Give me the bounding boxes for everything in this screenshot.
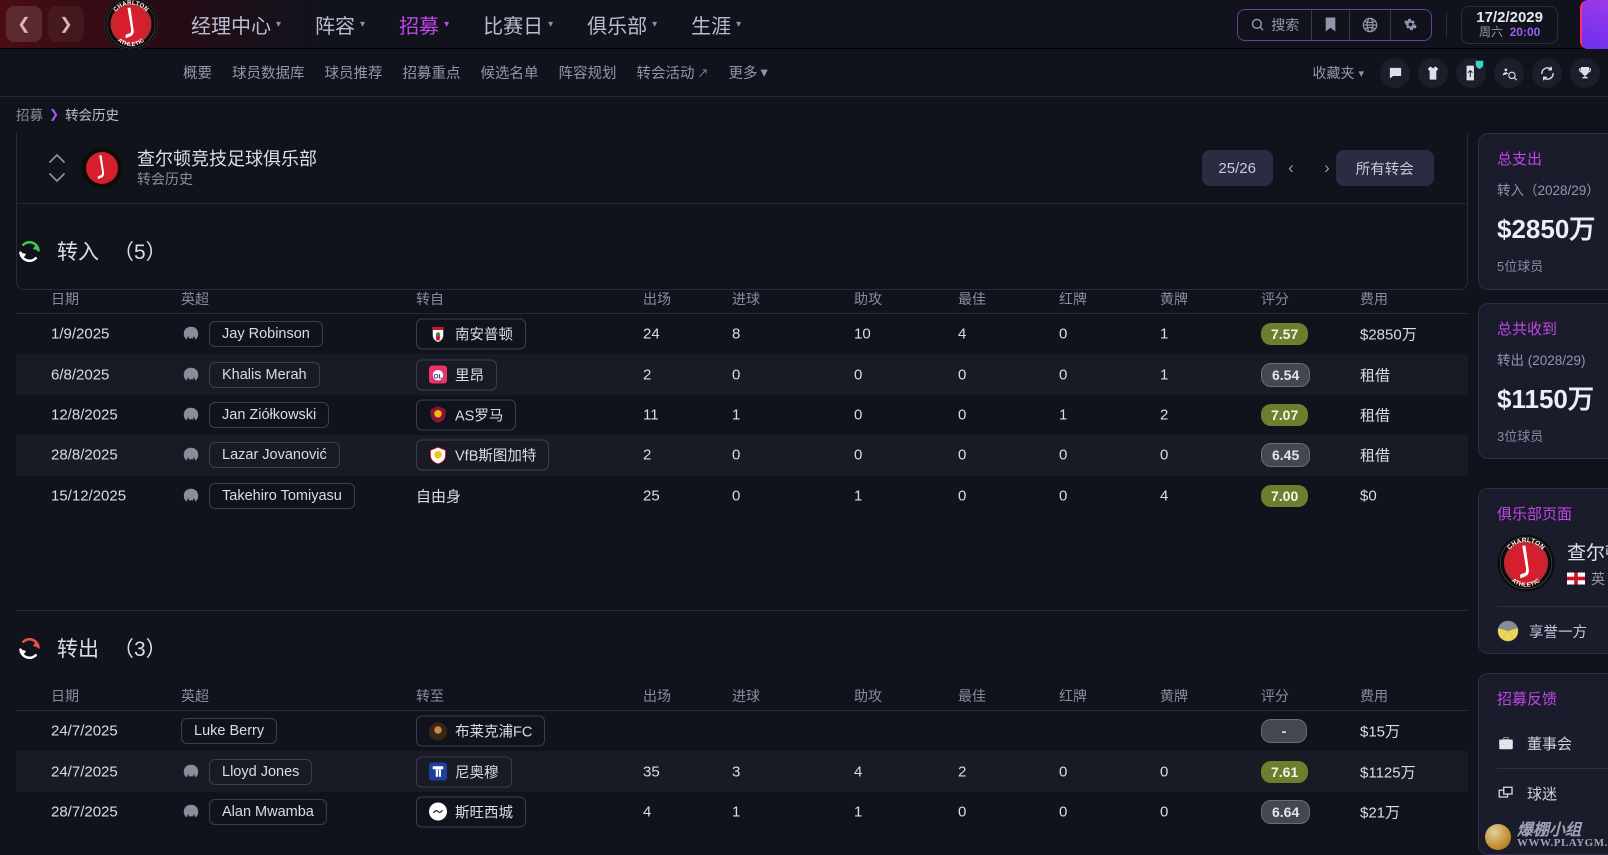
svg-text:OL: OL (433, 373, 442, 380)
